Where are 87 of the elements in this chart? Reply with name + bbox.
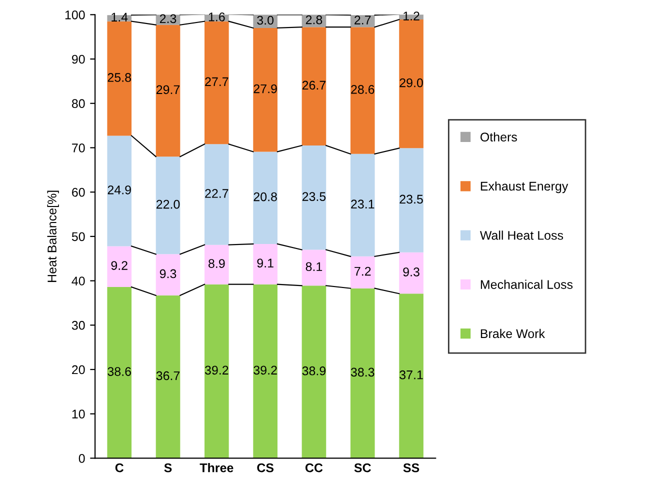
y-tick-label: 70 [72,144,85,152]
bar [302,27,326,146]
bar [253,152,278,244]
data-label: 8.1 [306,262,322,272]
bar [253,244,278,284]
bar [399,294,424,458]
data-label: 36.7 [156,371,180,380]
bar [156,295,180,458]
bar [302,286,326,458]
x-tick-label: S [164,463,172,472]
data-label: 37.1 [400,370,423,380]
data-label: 20.8 [254,192,277,202]
bar [204,144,229,245]
data-label: 24.9 [108,185,131,194]
bar [399,148,424,252]
y-tick-label: 0 [78,454,85,463]
bar [107,246,132,287]
bar [253,28,278,152]
data-label: 3.0 [257,16,274,25]
data-label: 7.2 [354,266,371,276]
data-label: 8.9 [208,259,225,268]
data-label: 9.2 [111,261,128,270]
bar [253,284,278,458]
data-label: 29.7 [156,85,180,94]
legend-label: Exhaust Energy [480,181,568,194]
y-tick-label: 90 [72,54,85,64]
data-label: 9.3 [160,269,176,278]
bar [350,27,375,154]
y-tick-label: 40 [72,276,85,286]
bar [302,250,326,286]
data-label: 27.9 [254,84,277,94]
bar [302,146,326,250]
data-label: 1.2 [404,12,420,20]
data-label: 27.7 [205,77,228,86]
data-label: 25.8 [108,73,131,82]
y-tick-label: 10 [72,410,85,418]
bar [399,20,424,148]
bar [350,154,375,256]
y-axis-title: Heat Balance[%] [47,190,59,282]
bar [204,244,229,284]
data-label: 39.2 [204,366,228,375]
data-label: 23.5 [400,194,423,204]
y-tick-label: 50 [72,232,85,242]
y-tick-label: 20 [72,365,85,374]
data-label: 9.3 [403,268,420,276]
data-label: 2.3 [160,14,176,24]
bar [107,286,132,458]
x-tick-label: CC [305,463,323,472]
data-label: 2.7 [354,16,371,24]
data-label: 38.9 [302,366,326,376]
x-tick-label: SC [354,463,371,472]
data-label: 22.0 [156,200,180,209]
y-tick-label: 30 [72,320,85,330]
bar [350,288,375,458]
legend-label: Others [480,132,517,142]
bar [204,21,229,144]
bar [204,284,229,458]
x-tick-label: C [115,463,124,472]
bar [156,254,180,296]
data-label: 38.6 [108,367,131,376]
x-tick-label: Three [200,463,234,472]
data-label: 9.1 [257,258,274,268]
data-label: 1.6 [208,12,225,22]
data-label: 39.2 [254,366,277,375]
legend-label: Mechanical Loss [480,280,573,289]
data-label: 23.1 [351,200,374,209]
bar [350,256,375,288]
x-tick-label: SS [403,463,420,472]
data-label: 28.6 [351,85,374,94]
data-label: 22.7 [205,189,228,198]
data-label: 23.5 [302,192,326,201]
legend-label: Brake Work [480,328,545,338]
bar [399,252,424,294]
y-tick-label: 60 [72,188,85,197]
y-tick-label: 100 [65,10,85,20]
data-label: 26.7 [302,80,326,90]
bar [156,156,180,254]
bar [107,21,132,136]
bar [156,24,180,157]
x-tick-label: CS [257,463,274,472]
data-label: 2.8 [306,15,322,24]
data-label: 29.0 [400,78,423,88]
legend-label: Wall Heat Loss [480,230,564,240]
data-label: 1.4 [112,12,128,22]
data-label: 38.3 [350,368,374,377]
y-tick-label: 80 [72,99,85,108]
bar [107,136,132,246]
